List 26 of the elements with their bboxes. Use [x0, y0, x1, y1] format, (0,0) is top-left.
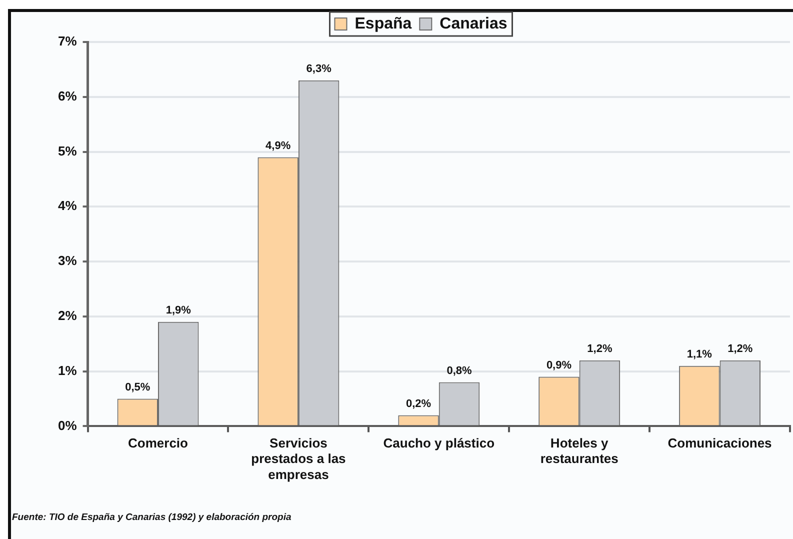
data-label: 1,2%: [728, 342, 753, 355]
data-label: 1,9%: [166, 304, 192, 316]
y-tick-label: 0%: [58, 418, 78, 433]
y-tick-label: 1%: [58, 362, 78, 378]
data-label: 0,8%: [446, 364, 472, 377]
data-label: 0,2%: [406, 398, 432, 410]
x-tick-label: Servicios prestados a las empresas: [251, 436, 346, 482]
y-tick-label: 5%: [58, 143, 78, 158]
y-tick-label: 7%: [58, 34, 78, 49]
legend-label: España: [354, 15, 412, 32]
y-tick-label: 3%: [58, 253, 78, 268]
data-label: 4,9%: [266, 140, 291, 152]
x-tick-label: Hoteles y restaurantes: [540, 436, 618, 466]
source-note: Fuente: TIO de España y Canarias (1992) y elaboración propia: [12, 512, 292, 523]
data-label: 1,1%: [686, 348, 712, 360]
data-label: 0,5%: [125, 381, 150, 394]
data-label: 1,2%: [587, 342, 612, 355]
legend-label: Canarias: [440, 15, 508, 32]
x-tick-label: Comunicaciones: [668, 436, 772, 451]
y-tick-label: 2%: [58, 308, 78, 324]
x-tick-label: Comercio: [128, 436, 188, 451]
y-tick-label: 4%: [58, 198, 78, 214]
data-label: 6,3%: [306, 62, 332, 75]
x-tick-label: Caucho y plástico: [383, 436, 495, 451]
y-tick-label: 6%: [58, 88, 78, 104]
data-label: 0,9%: [546, 359, 572, 372]
